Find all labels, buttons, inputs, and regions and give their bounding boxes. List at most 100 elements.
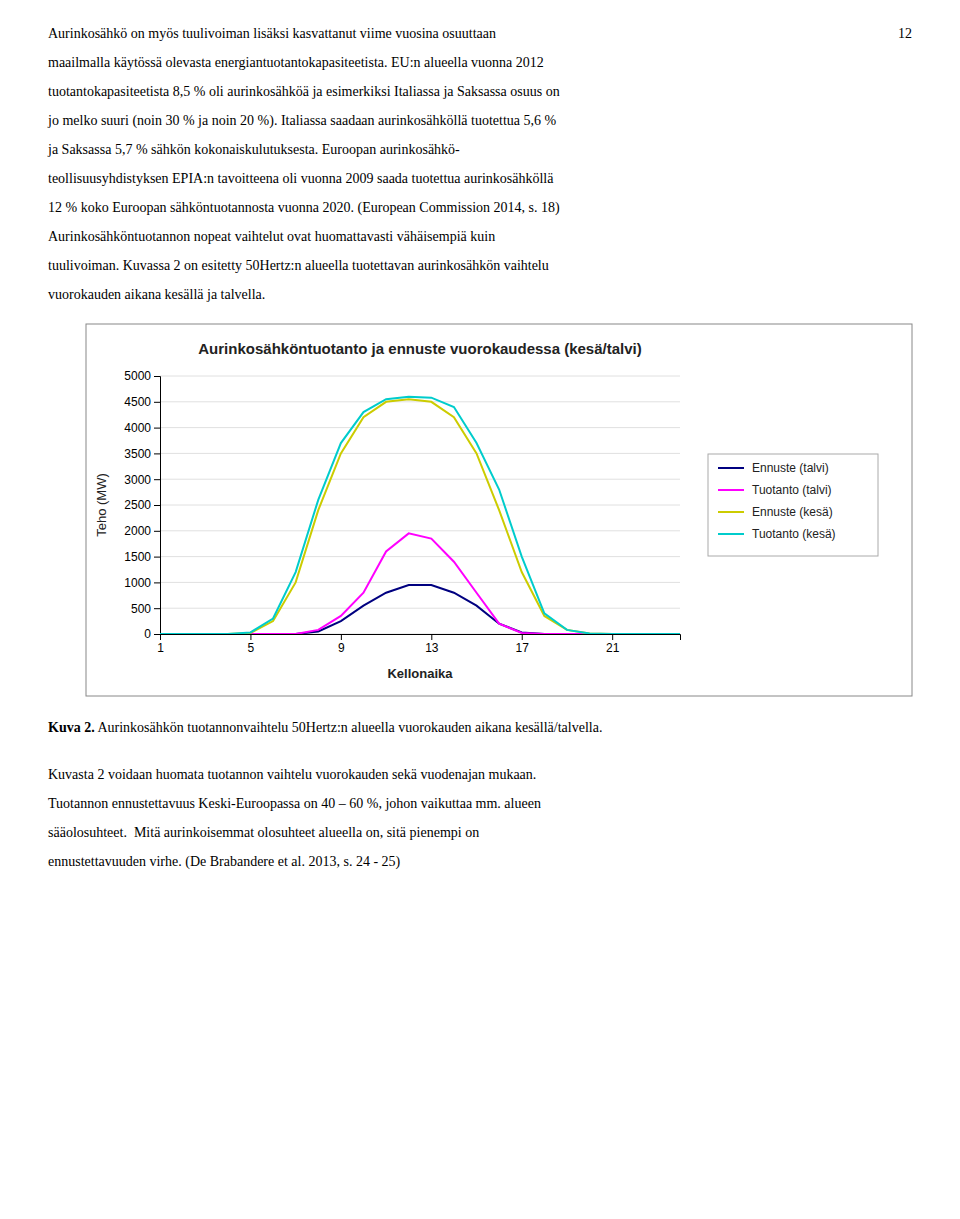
legend-label: Ennuste (talvi) <box>752 461 829 475</box>
legend-swatch <box>718 467 744 469</box>
y-tick-mark <box>154 608 160 609</box>
legend: Ennuste (talvi)Tuotanto (talvi)Ennuste (… <box>708 454 878 556</box>
y-tick-label: 3500 <box>124 447 151 461</box>
y-tick-label: 5000 <box>124 369 151 383</box>
y-tick-mark <box>154 582 160 583</box>
y-tick-label: 2500 <box>124 498 151 512</box>
y-tick-mark <box>154 557 160 558</box>
legend-swatch <box>718 511 744 513</box>
x-tick: 21 <box>606 634 620 655</box>
paragraph-line: sääolosuhteet. Mitä aurinkoisemmat olosu… <box>48 825 479 840</box>
paragraph-line: ennustettavuuden virhe. (De Brabandere e… <box>48 854 401 870</box>
chart-frame <box>86 324 912 696</box>
x-tick: 9 <box>338 634 345 655</box>
x-tick-label: 13 <box>425 641 439 655</box>
caption: Kuva 2. Aurinkosähkön tuotannonvaihtelu … <box>48 720 602 735</box>
x-tick-label: 1 <box>157 641 164 655</box>
grid-line <box>160 582 680 583</box>
x-tick: 17 <box>516 634 530 655</box>
chart: 1 5 9 13 17 21 0 500 1000 1500 2000 2500 3000 3500 400… <box>124 369 680 654</box>
x-tick-mark <box>250 634 251 640</box>
y-tick: 1000 <box>124 576 160 590</box>
paragraph-line: ja Saksassa 5,7 % sähkön kokonaiskulutuk… <box>47 142 460 157</box>
grid-line <box>160 376 680 377</box>
x-tick-label: 5 <box>248 641 255 655</box>
legend-swatch <box>718 533 744 535</box>
y-tick-label: 2000 <box>124 524 151 538</box>
x-axis: 1 5 9 13 17 21 <box>157 634 680 655</box>
x-tick-mark <box>341 634 342 640</box>
grid-line <box>160 427 680 428</box>
y-tick-label: 1000 <box>124 576 151 590</box>
y-tick-label: 500 <box>131 602 151 616</box>
x-tick: 13 <box>425 634 439 655</box>
legend-frame <box>708 454 878 556</box>
x-axis-title: Kellonaika <box>387 666 453 681</box>
legend-label: Tuotanto (kesä) <box>752 527 836 541</box>
page: 12 Aurinkosähkö on myös tuulivoiman lisäk… <box>0 0 960 1219</box>
series-line <box>160 397 680 634</box>
paragraph-line: 12 % koko Euroopan sähköntuotannosta vuo… <box>48 200 560 216</box>
x-tick: 1 <box>157 634 164 655</box>
y-axis-line <box>154 377 161 635</box>
legend-label: Ennuste (kesä) <box>752 505 833 519</box>
lines <box>160 397 680 634</box>
y-tick-label: 3000 <box>124 473 151 487</box>
paragraph-line: Tuotannon ennustettavuus Keski-Euroopass… <box>48 796 541 811</box>
y-tick-label: 4000 <box>124 421 151 435</box>
paragraph-line: maailmalla käytössä olevasta energiantuo… <box>48 55 544 70</box>
y-tick-mark <box>154 634 160 635</box>
y-tick: 3000 <box>124 473 160 487</box>
x-axis-line <box>161 635 681 641</box>
paragraph-line: vuorokauden aikana kesällä ja talvella. <box>48 287 265 302</box>
y-tick: 2000 <box>124 524 160 538</box>
paragraph-line: tuulivoiman. Kuvassa 2 on esitetty 50Her… <box>48 258 549 273</box>
grid-line <box>160 453 680 454</box>
y-tick-mark <box>154 402 160 403</box>
y-tick: 2500 <box>124 498 160 512</box>
caption-bold: Kuva 2. <box>48 720 95 735</box>
y-tick: 4000 <box>124 421 160 435</box>
grid-line <box>160 608 680 609</box>
paragraph-line: jo melko suuri (noin 30 % ja noin 20 %).… <box>47 113 556 129</box>
y-tick: 3500 <box>124 447 160 461</box>
x-tick-mark <box>522 634 523 640</box>
y-tick-mark <box>154 479 160 480</box>
caption-text: Aurinkosähkön tuotannonvaihtelu 50Hertz:… <box>95 720 603 735</box>
paragraph-line: Aurinkosähkö on myös tuulivoiman lisäksi… <box>48 26 496 41</box>
y-tick-mark <box>154 428 160 429</box>
paragraph-line: teollisuusyhdistyksen EPIA:n tavoitteena… <box>48 171 554 186</box>
y-tick-mark <box>154 376 160 377</box>
x-tick-label: 17 <box>516 641 530 655</box>
y-tick-mark <box>154 453 160 454</box>
x-tick: 5 <box>248 634 255 655</box>
y-tick-mark <box>154 505 160 506</box>
y-tick-label: 1500 <box>124 550 151 564</box>
y-tick: 500 <box>131 602 160 616</box>
page-number: 12 <box>898 26 912 41</box>
series-line <box>160 585 680 634</box>
chart-title: Aurinkosähköntuotanto ja ennuste vuoroka… <box>198 340 641 357</box>
y-tick: 4500 <box>124 395 160 409</box>
x-tick-mark <box>612 634 613 640</box>
y-tick: 0 <box>144 627 160 641</box>
grid <box>160 376 680 634</box>
grid-line <box>160 479 680 480</box>
x-tick-label: 21 <box>606 641 620 655</box>
grid-line <box>160 505 680 506</box>
paragraph-line: Aurinkosähköntuotannon nopeat vaihtelut … <box>48 229 495 244</box>
legend-swatch <box>718 489 744 491</box>
grid-line <box>160 556 680 557</box>
y-tick-mark <box>154 531 160 532</box>
y-tick: 1500 <box>124 550 160 564</box>
y-axis-title: Teho (MW) <box>94 473 109 537</box>
paragraph-line: Kuvasta 2 voidaan huomata tuotannon vaih… <box>48 767 536 782</box>
y-axis: 0 500 1000 1500 2000 2500 3000 3500 4000 4500 5000 <box>124 369 160 641</box>
y-tick-label: 4500 <box>124 395 151 409</box>
y-tick: 5000 <box>124 369 160 383</box>
x-tick-mark <box>431 634 432 640</box>
series-line <box>160 399 680 634</box>
series-line <box>160 533 680 634</box>
paragraph-line: tuotantokapasiteetista 8,5 % oli aurinko… <box>48 84 560 99</box>
y-tick-label: 0 <box>144 627 151 641</box>
